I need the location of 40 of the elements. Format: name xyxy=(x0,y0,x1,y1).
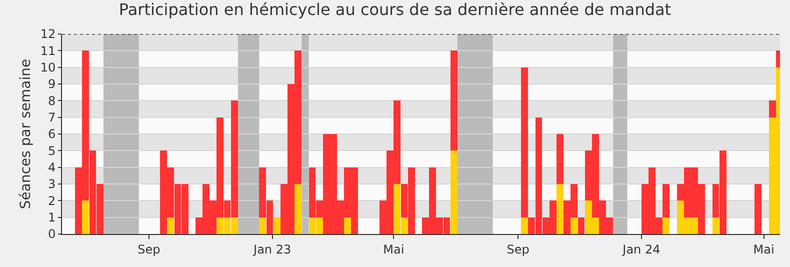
y-tick-label: 4 xyxy=(48,160,56,175)
y-tick-label: 3 xyxy=(48,177,56,192)
x-tick-label: Sep xyxy=(506,242,530,256)
y-tick-label: 0 xyxy=(48,227,56,242)
bar xyxy=(578,217,585,234)
y-tick-label: 2 xyxy=(48,194,56,208)
bar xyxy=(521,67,528,218)
bar xyxy=(662,184,670,218)
bar xyxy=(768,100,776,118)
y-tick-label: 8 xyxy=(48,94,56,108)
bar xyxy=(344,217,352,234)
y-tick-label: 7 xyxy=(48,110,56,125)
bar xyxy=(662,217,670,234)
y-tick-label: 10 xyxy=(40,60,56,75)
bar xyxy=(450,50,458,151)
x-tick-label: Jan 24 xyxy=(622,242,660,256)
bar xyxy=(556,184,564,234)
y-axis-title: Séances par semaine xyxy=(18,58,34,210)
bar xyxy=(712,217,720,234)
bar xyxy=(754,184,762,234)
y-tick-label: 9 xyxy=(48,77,56,92)
bar xyxy=(273,217,280,234)
x-tick-label: Mai xyxy=(383,242,404,256)
x-tick-label: Sep xyxy=(138,242,160,256)
x-tick-label: Jan 23 xyxy=(252,242,292,256)
y-tick-label: 5 xyxy=(48,144,56,158)
bar xyxy=(259,217,266,234)
bar xyxy=(82,200,90,234)
bar xyxy=(556,134,564,184)
y-tick-label: 12 xyxy=(40,27,56,42)
bar xyxy=(570,217,578,234)
y-tick-label: 1 xyxy=(48,210,56,225)
bar xyxy=(521,217,528,234)
bar xyxy=(294,184,302,234)
y-tick-label: 11 xyxy=(40,44,56,58)
y-tick-label: 6 xyxy=(48,127,56,142)
x-tick-label: Mai xyxy=(753,242,774,256)
bar xyxy=(167,217,174,234)
chart-title: Participation en hémicycle au cours de sa dernière année de mandat xyxy=(118,0,672,20)
bar xyxy=(450,150,458,234)
